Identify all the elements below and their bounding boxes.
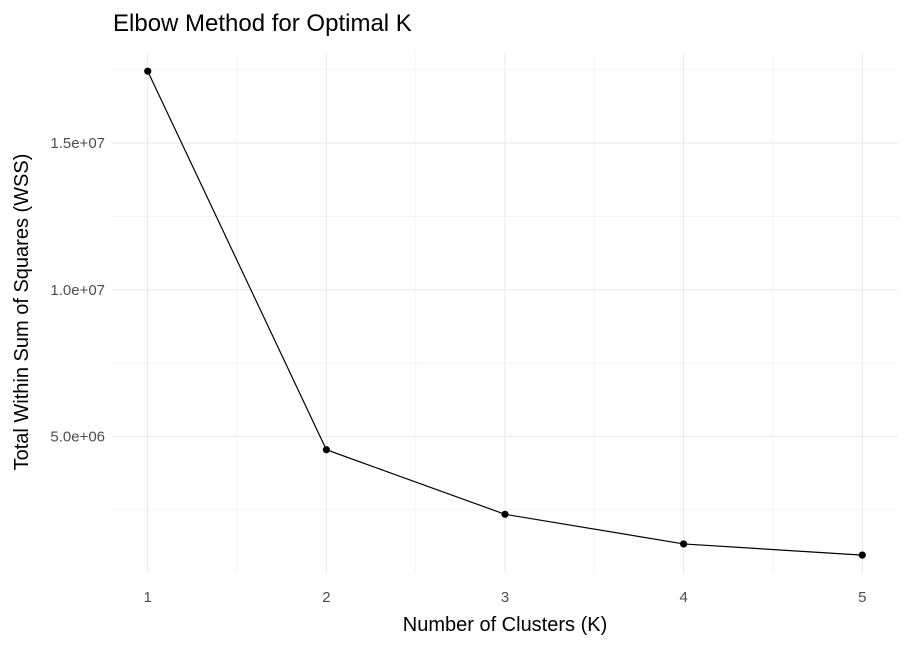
- data-point-k1: [144, 67, 152, 75]
- x-tick-label-0: 1: [144, 589, 152, 606]
- y-tick-label-1: 1.0e+07: [50, 282, 105, 299]
- tick-layer: 5.0e+06 1.0e+07 1.5e+07 1 2 3 4 5: [50, 135, 866, 606]
- x-tick-label-1: 2: [322, 589, 330, 606]
- series-layer: [144, 67, 866, 559]
- chart-title: Elbow Method for Optimal K: [113, 10, 412, 37]
- y-tick-label-0: 5.0e+06: [50, 429, 105, 446]
- x-tick-label-4: 5: [858, 589, 866, 606]
- data-point-k2: [322, 446, 330, 454]
- x-tick-label-2: 3: [501, 589, 509, 606]
- x-axis-title: Number of Clusters (K): [403, 614, 608, 636]
- y-axis-title: Total Within Sum of Squares (WSS): [11, 154, 33, 471]
- data-point-k4: [680, 540, 688, 548]
- data-point-k3: [501, 510, 509, 518]
- y-tick-label-2: 1.5e+07: [50, 135, 105, 152]
- data-point-k5: [858, 551, 866, 559]
- grid-layer: [112, 53, 898, 573]
- x-tick-label-3: 4: [679, 589, 687, 606]
